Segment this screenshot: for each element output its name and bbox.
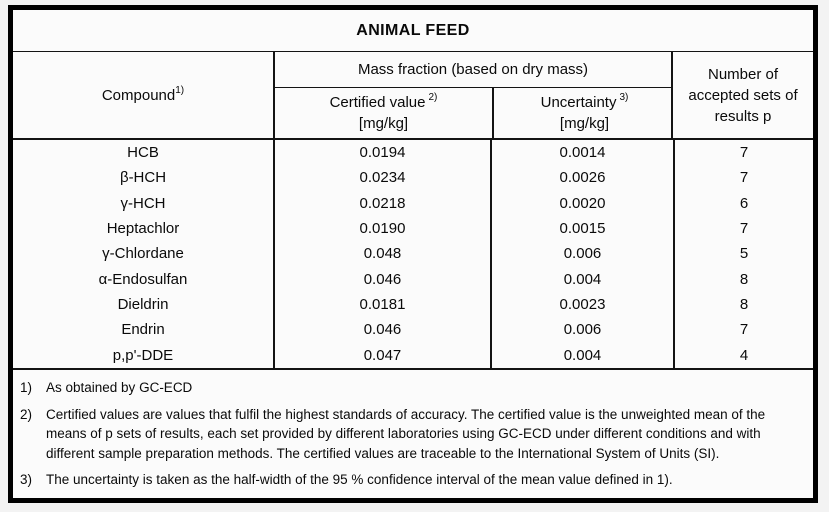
cell-certified-value: 0.048 xyxy=(273,241,490,267)
cell-uncertainty: 0.004 xyxy=(490,342,673,368)
cell-compound: Heptachlor xyxy=(106,220,180,238)
header-compound-label: Compound xyxy=(101,86,176,104)
cell-compound: γ-Chlordane xyxy=(102,245,184,263)
footnote-2-marker: 2) xyxy=(20,406,33,422)
cell-certified-value: 0.0194 xyxy=(273,140,490,166)
cell-certified-value: 0.0234 xyxy=(273,165,490,191)
cell-compound: Dieldrin xyxy=(117,296,169,314)
header-uncertainty: Uncertainty 3) [mg/kg] xyxy=(492,88,675,138)
footnote-3-text: The uncertainty is taken as the half-wid… xyxy=(46,472,673,487)
footnotes-section: 1) As obtained by GC-ECD 2) Certified va… xyxy=(13,370,813,498)
cell-uncertainty: 0.004 xyxy=(490,266,673,292)
cell-accepted-sets: 8 xyxy=(673,266,813,292)
table-row: HCB 0.0194 0.0014 7 xyxy=(13,140,813,166)
header-mass-fraction-group: Mass fraction (based on dry mass) Certif… xyxy=(273,52,673,138)
header-accepted-sets: Number of accepted sets of results p xyxy=(688,65,798,125)
header-mass-fraction-label: Mass fraction (based on dry mass) xyxy=(357,61,589,78)
cell-certified-value: 0.0181 xyxy=(273,291,490,318)
table-row: Dieldrin 0.0181 0.0023 8 xyxy=(13,291,813,318)
footnote-ref-2: 2) xyxy=(428,92,438,103)
cell-accepted-sets: 6 xyxy=(673,190,813,216)
footnote-ref-3: 3) xyxy=(619,92,629,103)
table-header: Compound1) Mass fraction (based on dry m… xyxy=(13,52,813,140)
footnote-2-text: Certified values are values that fulfil … xyxy=(46,406,766,461)
cell-compound: Endrin xyxy=(121,321,165,339)
footnote-1-text: As obtained by GC-ECD xyxy=(46,380,193,395)
table-body: HCB 0.0194 0.0014 7 β-HCH 0.0234 0.0026 … xyxy=(13,140,813,370)
cell-accepted-sets: 5 xyxy=(673,241,813,267)
cell-compound: p,p'-DDE xyxy=(112,346,174,364)
header-certified-value: Certified value 2) [mg/kg] xyxy=(275,88,492,138)
footnote-1: 1) As obtained by GC-ECD xyxy=(20,378,801,398)
header-uncertainty-unit: [mg/kg] xyxy=(559,115,610,132)
table-row: Endrin 0.046 0.006 7 xyxy=(13,317,813,343)
cell-compound: β-HCH xyxy=(119,169,167,187)
header-uncertainty-label: Uncertainty xyxy=(540,94,617,111)
cell-uncertainty: 0.0020 xyxy=(490,190,673,216)
cell-accepted-sets: 7 xyxy=(673,140,813,166)
certificate-table-card: ANIMAL FEED Compound1) Mass fraction (ba… xyxy=(8,5,818,503)
cell-accepted-sets: 7 xyxy=(673,165,813,191)
cell-uncertainty: 0.006 xyxy=(490,241,673,267)
cell-uncertainty: 0.0023 xyxy=(490,291,673,318)
header-certified-label: Certified value xyxy=(329,94,426,111)
cell-compound: HCB xyxy=(127,144,159,162)
cell-certified-value: 0.0218 xyxy=(273,190,490,216)
cell-accepted-sets: 7 xyxy=(673,215,813,242)
header-compound: Compound1) xyxy=(13,52,273,138)
header-mass-fraction: Mass fraction (based on dry mass) xyxy=(275,52,671,88)
table-row: γ-HCH 0.0218 0.0020 6 xyxy=(13,190,813,216)
footnote-ref-1: 1) xyxy=(175,84,185,96)
cell-compound: α-Endosulfan xyxy=(98,270,188,288)
cell-compound: γ-HCH xyxy=(120,194,166,212)
table-row: β-HCH 0.0234 0.0026 7 xyxy=(13,165,813,191)
cell-uncertainty: 0.006 xyxy=(490,317,673,343)
cell-accepted-sets: 7 xyxy=(673,317,813,343)
cell-uncertainty: 0.0015 xyxy=(490,215,673,242)
cell-certified-value: 0.047 xyxy=(273,342,490,368)
table-title: ANIMAL FEED xyxy=(13,10,813,52)
footnote-1-marker: 1) xyxy=(20,380,33,395)
header-certified-unit: [mg/kg] xyxy=(358,115,409,132)
footnote-3: 3) The uncertainty is taken as the half-… xyxy=(20,470,801,490)
table-row: Heptachlor 0.0190 0.0015 7 xyxy=(13,215,813,242)
cell-uncertainty: 0.0026 xyxy=(490,165,673,191)
cell-certified-value: 0.046 xyxy=(273,266,490,292)
footnote-2: 2) Certified values are values that fulf… xyxy=(20,405,801,464)
cell-certified-value: 0.0190 xyxy=(273,215,490,242)
cell-accepted-sets: 4 xyxy=(673,342,813,368)
footnote-3-marker: 3) xyxy=(20,472,33,487)
cell-certified-value: 0.046 xyxy=(273,317,490,343)
table-row: α-Endosulfan 0.046 0.004 8 xyxy=(13,266,813,292)
table-row: γ-Chlordane 0.048 0.006 5 xyxy=(13,241,813,267)
cell-uncertainty: 0.0014 xyxy=(490,140,673,166)
table-row: p,p'-DDE 0.047 0.004 4 xyxy=(13,342,813,368)
cell-accepted-sets: 8 xyxy=(673,291,813,318)
